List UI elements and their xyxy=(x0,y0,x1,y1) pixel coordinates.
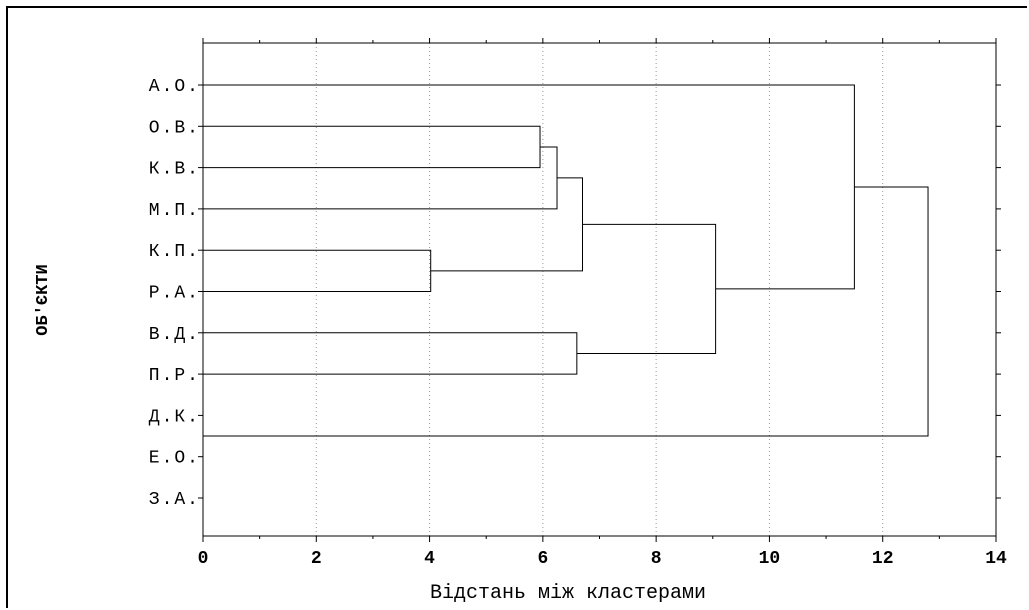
axis-ticks xyxy=(198,38,1001,542)
x-tick-label: 4 xyxy=(424,549,435,569)
leaf-label: К.В. xyxy=(149,160,200,180)
y-axis-label: ОБ'ЄКТИ xyxy=(34,264,53,335)
dendrogram-links xyxy=(202,84,929,457)
merge-link xyxy=(203,146,558,210)
leaf-label: К.П. xyxy=(149,242,200,262)
grid-lines xyxy=(315,43,884,536)
leaf-label: В.Д. xyxy=(149,325,200,345)
x-tick-label: 12 xyxy=(872,549,894,569)
x-tick-label: 14 xyxy=(985,549,1007,569)
merge-link xyxy=(576,223,717,354)
merge-link xyxy=(203,84,855,290)
merge-link xyxy=(203,249,432,292)
leaf-label: П.Р. xyxy=(149,366,200,386)
x-tick-labels: 0 2 4 6 8 10 12 14 xyxy=(198,549,1007,569)
x-tick-label: 6 xyxy=(537,549,548,569)
plot-area xyxy=(202,42,997,537)
leaf-label: Д.К. xyxy=(149,407,200,427)
x-tick-label: 10 xyxy=(759,549,781,569)
leaf-label: З.А. xyxy=(149,490,200,510)
merge-link xyxy=(203,186,929,437)
merge-link xyxy=(430,177,584,272)
merge-link xyxy=(203,332,578,375)
chart-frame xyxy=(6,6,1027,608)
merge-link xyxy=(203,125,541,169)
x-tick-label: 2 xyxy=(311,549,322,569)
x-tick-label: 0 xyxy=(198,549,209,569)
leaf-label: А.О. xyxy=(149,77,200,97)
leaf-label: О.В. xyxy=(149,118,200,138)
leaf-label: Р.А. xyxy=(149,284,200,304)
leaf-label: М.П. xyxy=(149,201,200,221)
x-tick-label: 8 xyxy=(651,549,662,569)
leaf-label: Е.О. xyxy=(149,449,200,469)
leaf-labels: А.О. О.В. К.В. М.П. К.П. Р.А. В.Д. П.Р. Д.К. Е.О.… xyxy=(149,77,200,510)
x-axis-label: Відстань між кластерами xyxy=(430,582,706,605)
